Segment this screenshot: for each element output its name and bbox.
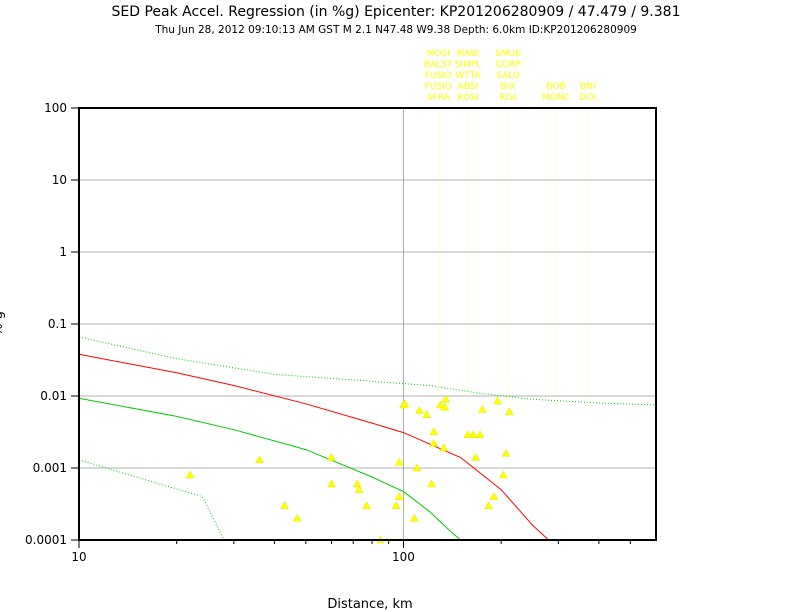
station-label: BALST xyxy=(424,60,453,70)
station-label: SALO xyxy=(496,71,520,81)
y-tick-label: 0.0001 xyxy=(25,533,67,547)
y-axis-label: % g xyxy=(0,311,6,336)
data-point xyxy=(415,405,424,414)
x-axis-label: Distance, km xyxy=(327,597,413,612)
data-point xyxy=(427,479,436,488)
station-label: GGRP xyxy=(495,60,521,70)
station-labels: MOSIBALSTFUSIOFUSIOSFRAMABISIMPLWTTAABSI… xyxy=(424,49,596,412)
x-tick-label: 100 xyxy=(392,550,415,564)
data-point xyxy=(422,410,432,418)
data-point xyxy=(354,485,364,493)
regression-curves xyxy=(78,336,657,541)
station-label: BIX xyxy=(501,82,516,92)
x-tick-label: 10 xyxy=(71,550,86,564)
data-point xyxy=(498,470,508,479)
confidence-curve xyxy=(78,459,225,541)
y-tick-label: 0.1 xyxy=(48,317,67,331)
y-tick-label: 100 xyxy=(44,101,67,115)
station-label: SIMPL xyxy=(455,60,482,70)
data-point xyxy=(501,448,511,457)
data-point xyxy=(409,513,419,522)
station-label: WTTA xyxy=(455,71,481,81)
data-point xyxy=(429,427,439,435)
data-point xyxy=(327,479,336,488)
data-point xyxy=(504,407,514,416)
data-point xyxy=(327,452,336,461)
data-point xyxy=(484,501,494,509)
station-label: MOSI xyxy=(427,49,450,59)
data-point xyxy=(412,463,422,472)
data-point xyxy=(475,430,485,438)
y-tick-label: 10 xyxy=(52,173,67,187)
data-point xyxy=(441,394,451,403)
data-point xyxy=(477,404,487,413)
station-label: SMUK xyxy=(495,49,522,59)
station-label: BNI xyxy=(580,82,596,92)
regression-curve xyxy=(78,353,549,541)
data-point xyxy=(493,396,503,405)
data-point xyxy=(429,438,439,447)
data-point xyxy=(280,501,289,509)
data-point xyxy=(471,452,481,461)
station-label: FUSIO xyxy=(425,71,452,81)
y-tick-label: 0.01 xyxy=(40,389,67,403)
station-label: ABSI xyxy=(458,82,479,92)
station-label: BOB xyxy=(546,82,565,92)
data-point xyxy=(255,455,264,464)
regression-curve xyxy=(78,397,461,541)
data-point xyxy=(292,513,302,522)
station-label: MABI xyxy=(457,49,480,59)
station-label: MONC xyxy=(542,93,570,103)
station-label: ROSI xyxy=(457,93,479,103)
data-points xyxy=(185,394,514,544)
data-point xyxy=(400,399,410,408)
data-point xyxy=(394,457,404,466)
axis-ticks: 100 10 1 0.1 0.01 0.001 0.0001 10 100 xyxy=(25,101,631,564)
chart-subtitle: Thu Jun 28, 2012 09:10:13 AM GST M 2.1 N… xyxy=(155,24,637,36)
confidence-curve xyxy=(78,336,657,406)
station-label: RISI xyxy=(499,93,516,103)
y-tick-label: 0.001 xyxy=(33,461,67,475)
chart-title: SED Peak Accel. Regression (in %g) Epice… xyxy=(111,4,681,20)
station-label: FUSIO xyxy=(425,82,452,92)
station-label: DOI xyxy=(580,93,597,103)
data-point xyxy=(439,443,449,452)
data-point xyxy=(352,479,362,488)
data-point xyxy=(394,492,404,500)
data-point xyxy=(468,430,478,438)
data-point xyxy=(489,492,499,500)
data-point xyxy=(185,470,195,479)
data-point xyxy=(362,501,372,509)
y-tick-label: 1 xyxy=(59,245,67,259)
data-point xyxy=(436,400,445,409)
data-point xyxy=(440,402,450,411)
data-point xyxy=(391,501,401,509)
station-label: SFRA xyxy=(427,93,451,103)
